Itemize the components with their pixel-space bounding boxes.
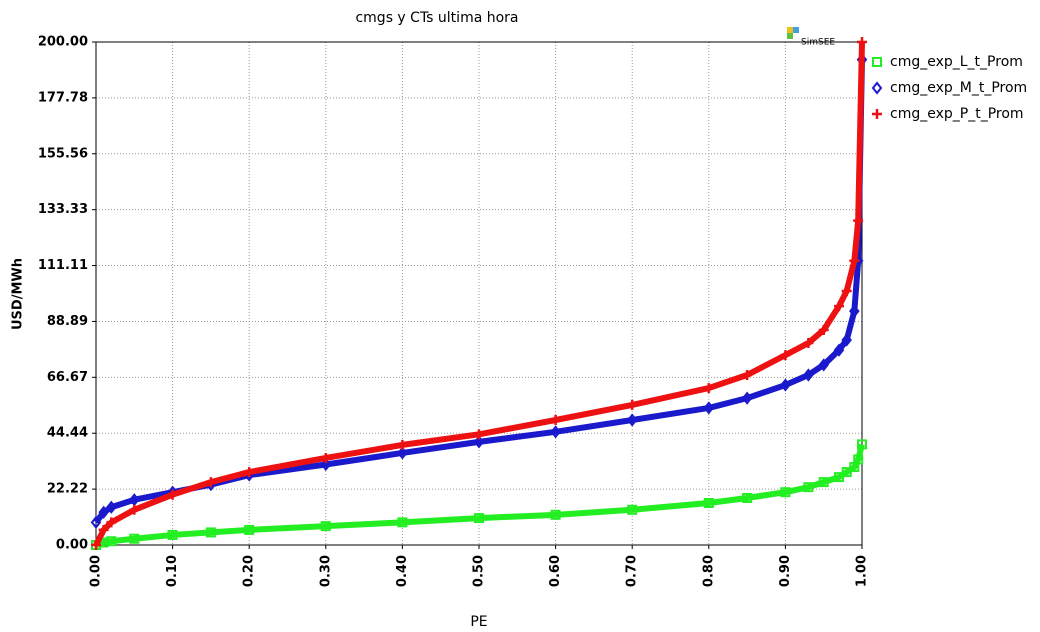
marker	[91, 540, 101, 550]
marker	[244, 467, 255, 478]
marker	[320, 452, 331, 463]
marker	[703, 401, 715, 415]
y-tick-label: 88.89	[47, 314, 88, 329]
y-tick-label: 44.44	[47, 426, 88, 441]
marker	[550, 425, 561, 439]
marker	[129, 533, 140, 544]
marker	[106, 536, 117, 547]
marker	[849, 255, 860, 266]
marker	[473, 435, 485, 449]
marker	[818, 358, 829, 372]
marker	[853, 454, 864, 465]
marker	[803, 482, 814, 493]
marker	[703, 497, 714, 508]
marker	[474, 513, 484, 524]
legend-label: cmg_exp_L_t_Prom	[890, 54, 1023, 70]
x-tick-label: 1.00	[855, 555, 870, 587]
logo	[787, 33, 793, 39]
x-tick-label: 0.20	[242, 555, 257, 587]
marker	[98, 524, 109, 535]
series-line	[93, 59, 865, 525]
marker	[129, 493, 140, 507]
x-tick-label: 0.30	[318, 555, 333, 587]
marker	[320, 457, 332, 472]
y-tick-label: 0.00	[56, 538, 88, 553]
x-tick-label: 0.50	[472, 555, 487, 587]
marker	[849, 304, 860, 318]
marker	[741, 391, 753, 405]
x-axis-label: PE	[470, 614, 487, 630]
marker	[871, 81, 883, 95]
y-axis-label: USD/MWh	[11, 258, 26, 330]
x-tick-label: 0.80	[701, 555, 716, 587]
marker	[626, 413, 638, 427]
legend-label: cmg_exp_P_t_Prom	[890, 106, 1024, 122]
y-tick-label: 133.33	[38, 202, 88, 217]
marker	[780, 350, 791, 361]
marker	[474, 429, 484, 440]
marker	[841, 467, 852, 478]
marker	[167, 489, 178, 500]
x-tick-label: 0.00	[89, 555, 104, 587]
marker	[780, 378, 791, 392]
marker	[803, 368, 814, 382]
y-tick-label: 200.00	[38, 35, 88, 50]
marker	[627, 399, 638, 410]
y-tick-label: 155.56	[38, 146, 88, 161]
marker	[205, 477, 216, 488]
logo	[787, 27, 793, 33]
y-tick-label: 177.78	[38, 90, 88, 105]
marker	[550, 415, 561, 426]
y-tick-label: 66.67	[47, 370, 88, 385]
marker	[818, 477, 829, 488]
marker	[703, 383, 714, 394]
marker	[106, 517, 117, 528]
x-tick-label: 0.10	[165, 555, 180, 587]
marker	[841, 285, 852, 296]
marker	[742, 369, 753, 380]
x-tick-label: 0.90	[778, 555, 793, 587]
marker	[397, 439, 408, 450]
marker	[320, 521, 331, 532]
marker	[833, 343, 845, 357]
marker	[129, 504, 140, 515]
marker	[627, 504, 638, 515]
legend-label: cmg_exp_M_t_Prom	[890, 80, 1027, 96]
series-line	[93, 41, 865, 547]
marker	[397, 446, 408, 460]
marker	[834, 301, 845, 312]
marker	[205, 527, 216, 538]
marker	[841, 333, 852, 347]
plot-frame	[95, 41, 863, 546]
logo	[793, 27, 799, 33]
y-tick-label: 22.22	[47, 482, 88, 497]
chart-title: cmgs y CTs ultima hora	[355, 10, 518, 26]
marker	[857, 439, 867, 450]
marker	[872, 109, 882, 119]
marker	[872, 57, 882, 67]
x-tick-label: 0.40	[395, 555, 410, 587]
marker	[834, 472, 845, 483]
marker	[780, 487, 791, 498]
y-tick-label: 111.11	[38, 258, 88, 273]
x-tick-label: 0.70	[625, 555, 640, 587]
marker	[167, 529, 178, 540]
marker	[857, 37, 867, 47]
marker	[853, 215, 864, 226]
marker	[742, 492, 753, 503]
marker	[818, 324, 829, 335]
x-tick-label: 0.60	[548, 555, 563, 587]
marker	[397, 517, 408, 528]
marker	[106, 500, 117, 514]
marker	[90, 515, 102, 529]
marker	[98, 505, 109, 519]
marker	[244, 524, 255, 535]
marker	[803, 338, 814, 349]
marker	[550, 509, 561, 520]
